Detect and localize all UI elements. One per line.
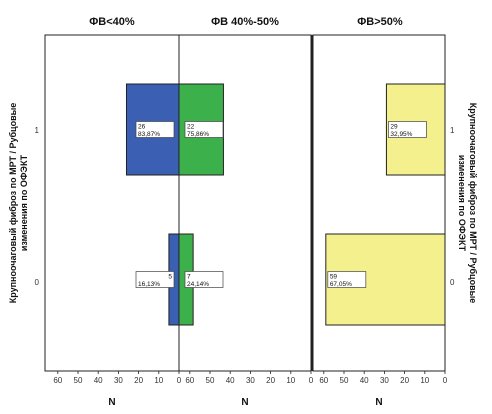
x-tick-label-panel1-20: 20 [266,376,275,385]
x-tick-label-panel0-50: 50 [74,376,83,385]
x-tick-label-panel0-40: 40 [94,376,103,385]
data-label-count-panel0-cat1: 26 [138,124,146,131]
y-axis-title-right-line2: изменения по ОФЭКТ [457,155,467,252]
category-tick-right-1: 1 [450,126,455,135]
y-axis-title-right-line1: Крупноочаговый фиброз по МРТ / Рубцовые [468,103,478,304]
data-label-count-panel2-cat0: 59 [330,274,338,281]
x-tick-label-panel2-0: 0 [443,376,448,385]
data-label-percent-panel0-cat1: 83,87% [138,131,160,138]
y-axis-title-left-line2: изменения по ОФЭКТ [19,154,29,251]
x-tick-label-panel2-30: 30 [380,376,389,385]
data-label-percent-panel2-cat0: 67,05% [330,281,352,288]
data-label-box-panel0-cat1 [135,121,175,138]
data-label-box-panel2-cat0 [327,271,367,288]
data-label-count-panel1-cat1: 22 [187,124,195,131]
data-label-count-panel1-cat0: 7 [187,274,191,281]
x-tick-label-panel1-10: 10 [286,376,295,385]
x-tick-label-panel2-50: 50 [340,376,349,385]
x-axis-title-fv-gt50: N [375,397,382,408]
x-tick-label-panel1-30: 30 [246,376,255,385]
data-label-percent-panel1-cat0: 24,14% [187,281,209,288]
x-tick-label-panel1-0: 0 [309,376,314,385]
panel-title-fv-40-50: ΦB 40%-50% [211,16,279,28]
category-tick-left-0: 0 [35,278,40,287]
x-tick-label-panel1-60: 60 [185,376,194,385]
data-label-box-panel2-cat1 [388,121,427,138]
data-label-percent-panel0-cat0: 16,13% [138,281,160,288]
y-axis-title-right: Крупноочаговый фиброз по МРТ / Рубцовые … [457,103,478,304]
category-tick-right-0: 0 [450,278,455,287]
y-axis-title-left-line1: Крупноочаговый фиброз по МРТ / Рубцовые [8,103,18,304]
x-tick-label-panel1-50: 50 [206,376,215,385]
panel-title-fv-gt50: ΦB>50% [357,16,403,28]
category-tick-left-1: 1 [35,126,40,135]
data-label-count-panel2-cat1: 29 [390,124,398,131]
x-tick-label-panel0-60: 60 [53,376,62,385]
right-panel-frame [312,34,446,372]
x-tick-label-panel2-10: 10 [420,376,429,385]
x-axis-title-fv-40-50: N [241,397,248,408]
x-tick-label-panel0-10: 10 [154,376,163,385]
y-axis-title-left: Крупноочаговый фиброз по МРТ / Рубцовые … [8,103,29,304]
data-label-box-panel1-cat0 [184,271,224,288]
x-tick-label-panel0-30: 30 [114,376,123,385]
data-label-box-panel1-cat1 [184,121,224,138]
x-tick-label-panel0-0: 0 [177,376,182,385]
x-tick-label-panel2-40: 40 [360,376,369,385]
x-tick-label-panel0-20: 20 [134,376,143,385]
panel-title-fv-lt40: ΦB<40% [89,16,135,28]
data-label-percent-panel1-cat1: 75,86% [187,131,209,138]
data-label-box-panel0-cat0 [135,271,175,288]
x-tick-label-panel2-20: 20 [400,376,409,385]
x-axis-title-fv-lt40: N [108,397,115,408]
x-tick-label-panel2-60: 60 [319,376,328,385]
data-label-percent-panel2-cat1: 32,95% [390,131,412,138]
x-tick-label-panel1-40: 40 [226,376,235,385]
left-panel-frame [44,34,312,372]
data-label-count-panel0-cat0: 5 [168,274,172,281]
